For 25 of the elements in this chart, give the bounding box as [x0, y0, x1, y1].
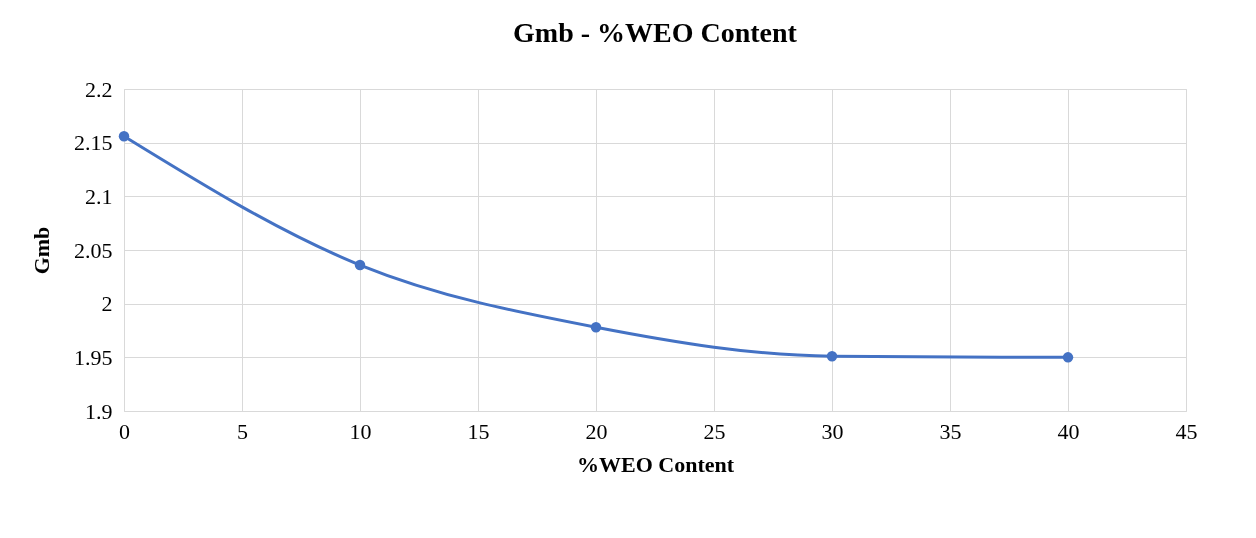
y-tick-label: 1.95 [74, 344, 113, 370]
y-axis-title: Gmb [29, 226, 54, 275]
y-tick-label: 2 [101, 291, 113, 317]
x-tick-label: 25 [703, 418, 726, 444]
point [826, 351, 838, 362]
y-tick-label: 2.2 [85, 76, 113, 102]
x-tick-label: 35 [939, 418, 962, 444]
x-tick-label: 5 [237, 418, 248, 444]
point [1062, 352, 1074, 363]
y-tick-label: 2.15 [74, 130, 113, 156]
x-tick-label: 0 [119, 418, 130, 444]
x-tick-label: 15 [467, 418, 490, 444]
chart-title: Gmb - %WEO Content [513, 17, 798, 48]
x-tick-label: 30 [821, 418, 844, 444]
x-tick-label: 20 [585, 418, 608, 444]
y-tick-label: 2.1 [85, 183, 113, 209]
x-tick-label: 45 [1175, 418, 1198, 444]
y-tick-label: 2.05 [74, 237, 113, 263]
x-tick-label: 10 [349, 418, 372, 444]
point [354, 259, 366, 271]
point [118, 130, 130, 142]
y-tick-label: 1.9 [85, 398, 113, 424]
point [590, 322, 602, 333]
x-tick-label: 40 [1057, 418, 1080, 444]
x-axis-title: %WEO Content [576, 451, 735, 477]
